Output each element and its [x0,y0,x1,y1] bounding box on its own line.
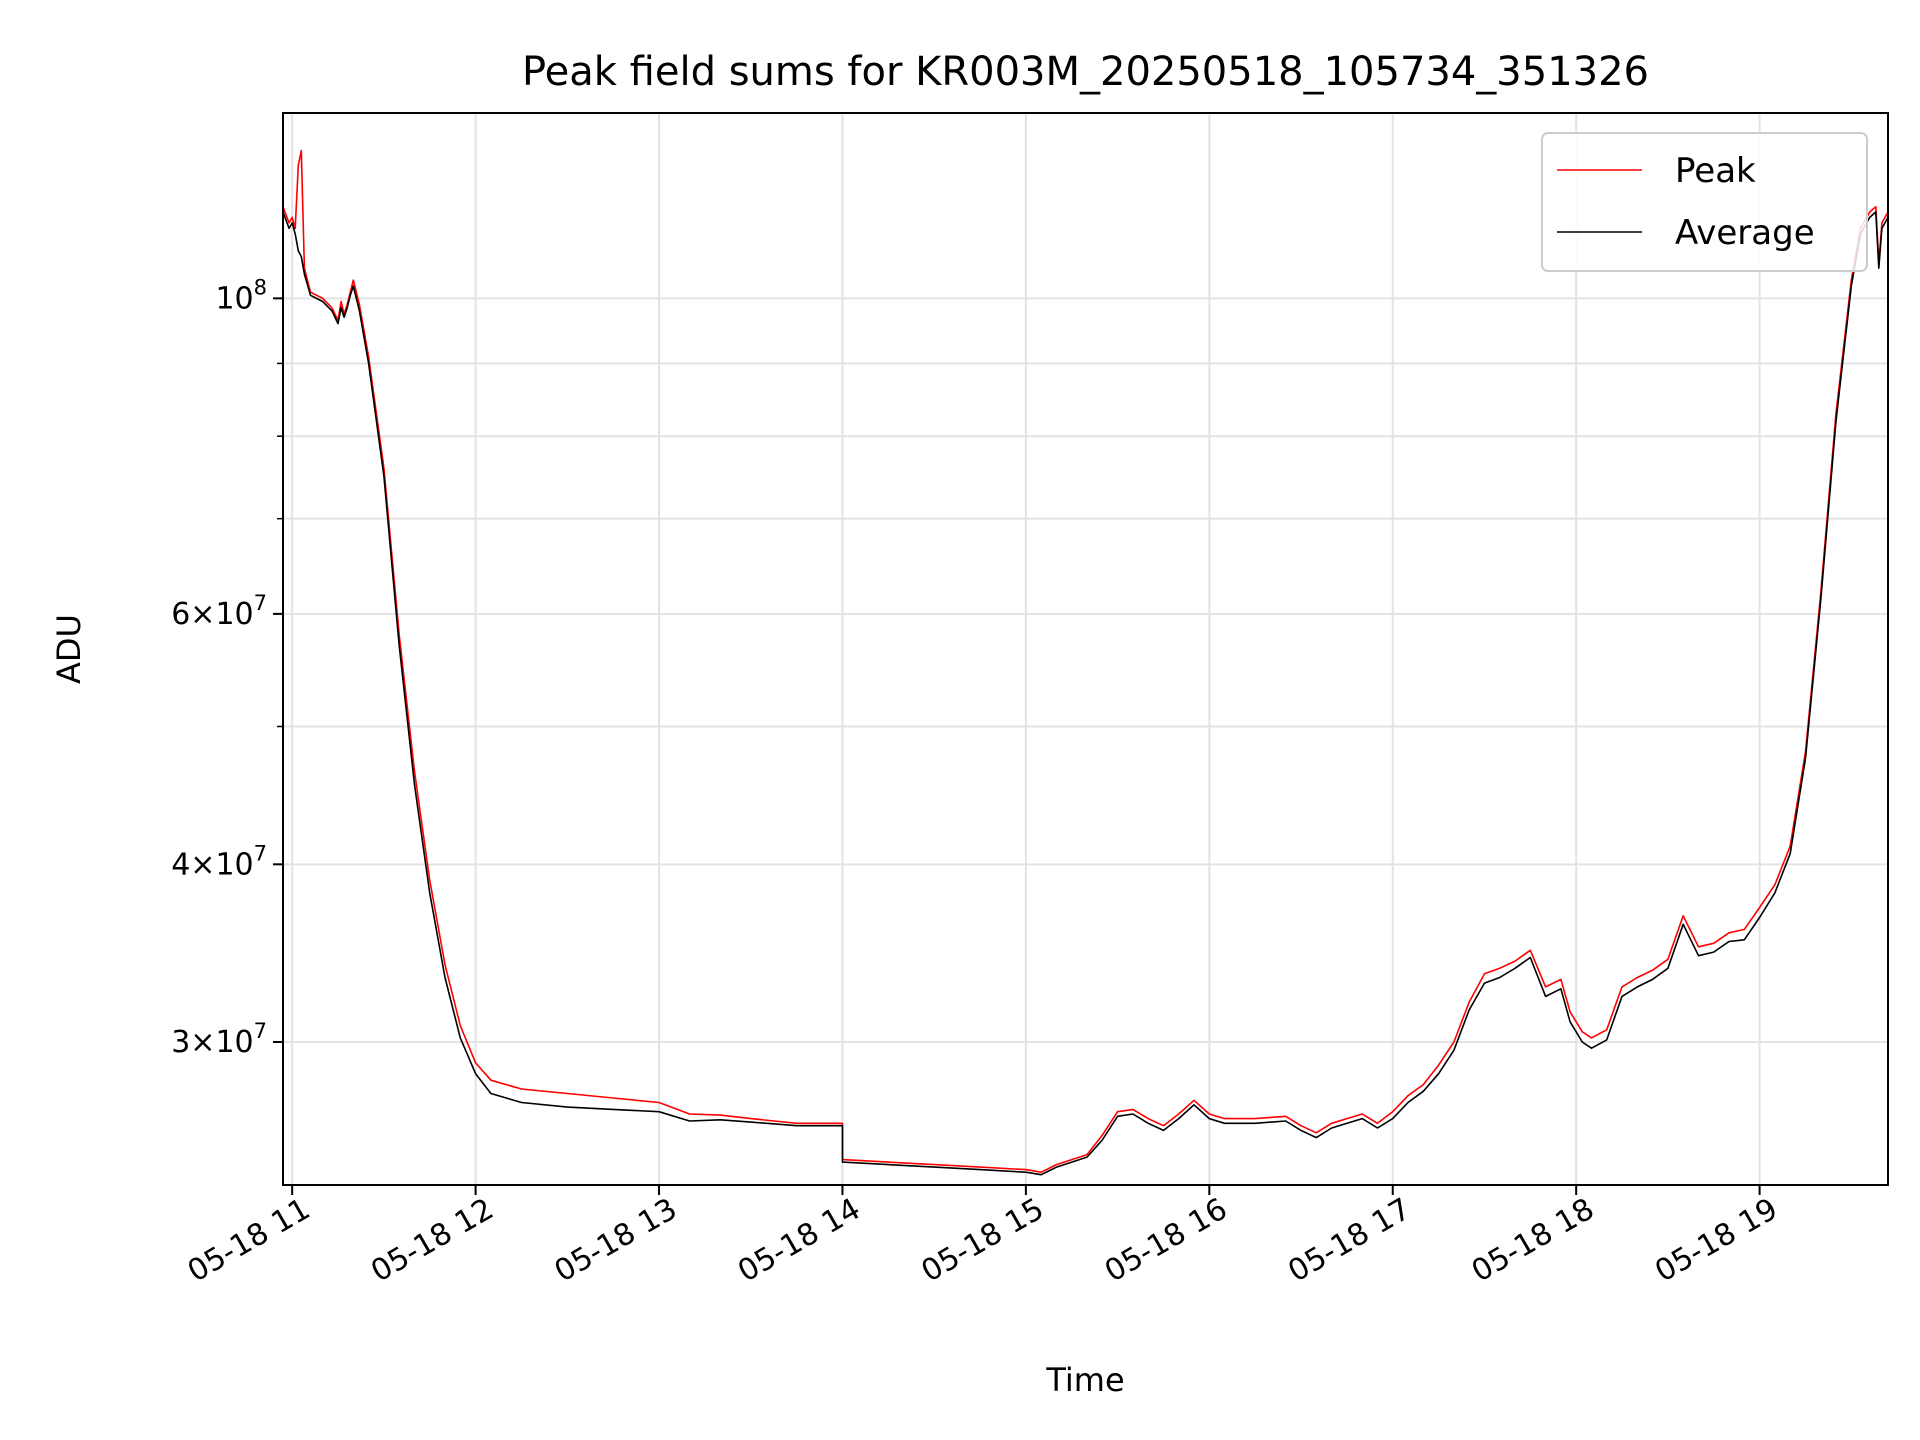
y-tick-base: 6 [171,597,190,632]
series-line-peak [283,113,1888,1173]
y-tick-ten: 10 [215,847,253,882]
legend: Peak Average [1541,132,1868,272]
y-tick-base: 4 [171,847,190,882]
gridlines [283,113,1888,1185]
y-tick-label: 4×107 [171,841,267,882]
y-tick-multiply: × [190,847,215,882]
y-tick-multiply: × [190,597,215,632]
y-tick-label: 6×107 [171,591,267,632]
y-tick-base: 3 [171,1025,190,1060]
series-layer [283,113,1888,1176]
y-tick-exponent: 7 [254,841,267,865]
series-line-average [283,196,1888,1176]
y-tick-label: 3×107 [171,1019,267,1060]
legend-box [1541,132,1868,272]
legend-label-peak: Peak [1675,151,1756,191]
y-tick-ten: 10 [215,1025,253,1060]
plot-frame [282,112,1889,1186]
chart-title: Peak field sums for KR003M_20250518_1057… [522,49,1649,95]
y-axis-label: ADU [50,614,88,684]
y-tick-ten: 10 [215,597,253,632]
y-tick-ten: 10 [215,281,253,316]
y-tick-multiply: × [190,1025,215,1060]
y-tick-exponent: 7 [254,591,267,615]
x-axis-label: Time [1045,1361,1124,1399]
legend-label-average: Average [1675,213,1815,253]
y-tick-exponent: 8 [254,275,267,299]
y-tick-exponent: 7 [254,1019,267,1043]
y-tick-label: 108 [215,275,267,316]
